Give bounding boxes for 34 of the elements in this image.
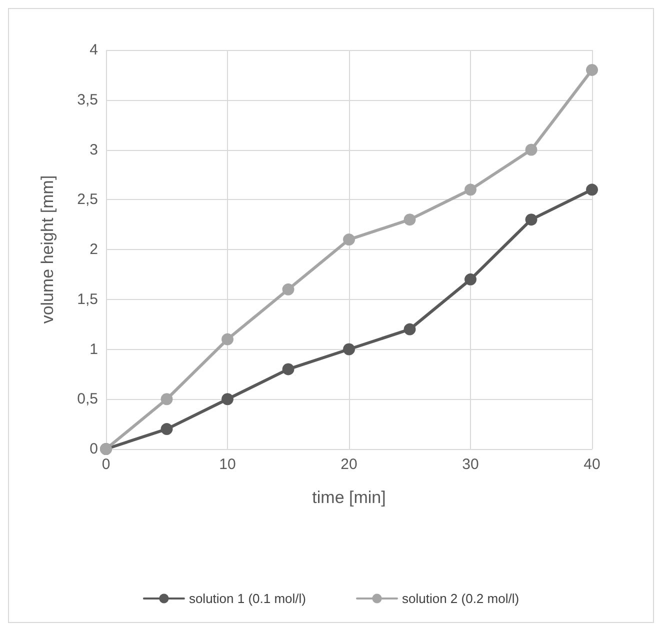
- y-tick-label: 3,5: [77, 91, 98, 108]
- point: [586, 64, 598, 76]
- legend-label: solution 1 (0.1 mol/l): [188, 591, 306, 606]
- point: [160, 423, 173, 436]
- y-tick-label: 0,5: [77, 390, 98, 408]
- point: [586, 184, 598, 196]
- point: [222, 333, 234, 346]
- y-tick-label: 2: [90, 241, 98, 258]
- point: [404, 214, 416, 226]
- point: [282, 363, 294, 376]
- point: [464, 184, 476, 196]
- x-tick-label: 10: [219, 456, 236, 473]
- point: [464, 273, 476, 286]
- y-tick-label: 2,5: [77, 191, 98, 208]
- point: [343, 234, 355, 246]
- x-tick-label: 20: [340, 456, 358, 473]
- y-tick-label: 3: [90, 141, 98, 158]
- point: [282, 283, 294, 296]
- y-tick-label: 1: [90, 340, 98, 358]
- point: [525, 214, 538, 226]
- x-tick-label: 30: [462, 456, 479, 473]
- point: [404, 323, 416, 336]
- x-tick-label: 0: [102, 456, 110, 473]
- y-tick-label: 4: [90, 42, 98, 58]
- point: [525, 144, 538, 156]
- y-tick-label: 0: [90, 440, 98, 458]
- y-axis-title: volume height [mm]: [38, 175, 57, 324]
- point: [222, 393, 234, 406]
- x-axis-title: time [min]: [312, 488, 386, 507]
- x-tick-label: 40: [584, 456, 600, 473]
- y-tick-label: 1,5: [77, 290, 98, 308]
- point: [160, 393, 173, 406]
- point: [343, 343, 355, 356]
- legend-label: solution 2 (0.2 mol/l): [402, 591, 520, 606]
